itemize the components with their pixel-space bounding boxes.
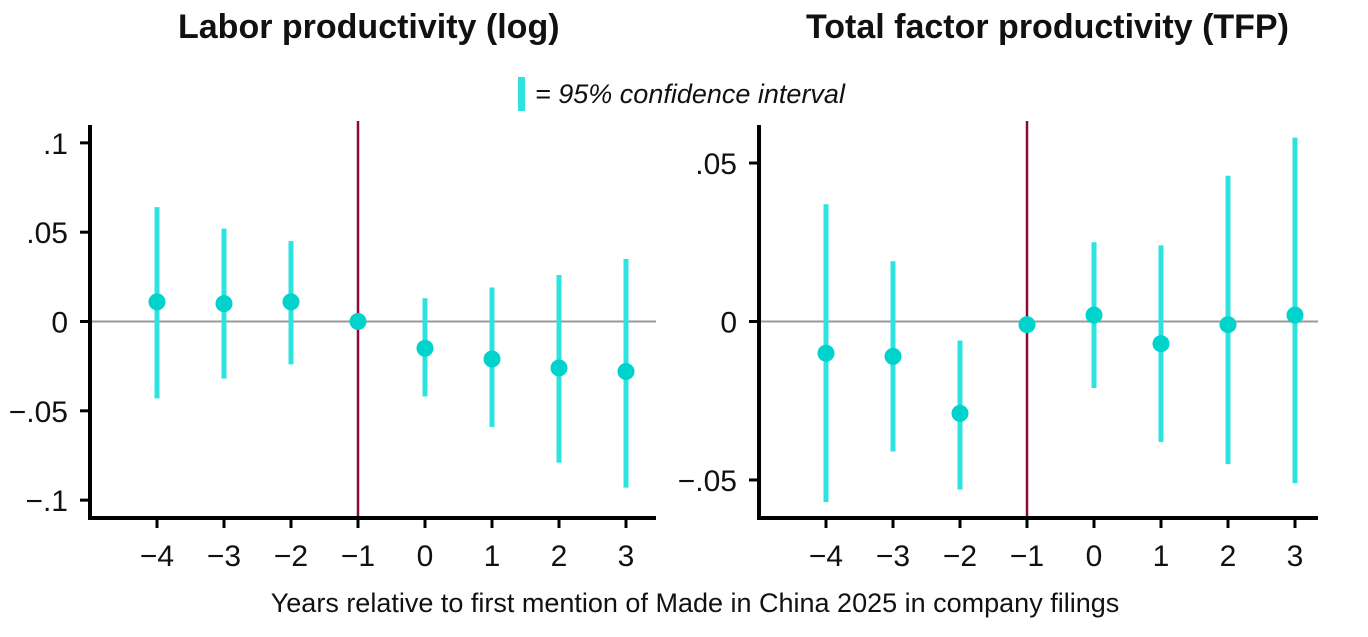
panel2-x-tick-label: 0	[1086, 540, 1103, 573]
panel2-point	[1152, 335, 1170, 353]
panel2-x-tick-label: 1	[1153, 540, 1170, 573]
panel2-point	[817, 344, 835, 362]
panel1-x-tick-label: −2	[274, 540, 308, 573]
panel2-x-tick-label: 2	[1220, 540, 1237, 573]
panel2-y-tick-label: −.05	[678, 465, 737, 498]
panel1-x-tick-label: 2	[551, 540, 568, 573]
panel1-x-tick-label: −4	[140, 540, 174, 573]
panel2-point	[1219, 316, 1237, 334]
chart-title-labor: Labor productivity (log)	[178, 8, 560, 46]
legend: = 95% confidence interval	[518, 76, 845, 112]
panel2-point	[1085, 306, 1103, 324]
panel1-point	[617, 363, 635, 381]
panel1-point	[416, 339, 434, 357]
chart-title-tfp: Total factor productivity (TFP)	[806, 8, 1289, 46]
legend-swatch	[518, 77, 525, 111]
panel1-x-tick-label: 0	[417, 540, 434, 573]
panel1-y-tick-label: .1	[43, 128, 68, 161]
legend-label: = 95% confidence interval	[535, 78, 845, 109]
panel1-point	[282, 293, 300, 311]
panel1-point	[349, 313, 367, 330]
panel1-x-tick-label: 3	[618, 540, 635, 573]
panel1-x-tick-label: 1	[484, 540, 501, 573]
panel1-y-tick-label: −.05	[9, 396, 68, 429]
panel2-point	[951, 404, 969, 422]
panel2-y-tick-label: 0	[720, 307, 737, 340]
panel1-point	[148, 293, 166, 311]
x-axis-label: Years relative to first mention of Made …	[270, 588, 1120, 618]
panel2-point	[884, 347, 902, 365]
panel2-point	[1018, 316, 1036, 334]
panel1-point	[483, 350, 501, 368]
panel1-y-tick-label: .05	[26, 217, 68, 250]
panel2-x-tick-label: −2	[943, 540, 977, 573]
panel1-x-tick-label: −1	[341, 540, 375, 573]
panel2-x-tick-label: −4	[809, 540, 843, 573]
panel1-x-tick-label: −3	[207, 540, 241, 573]
panel2-x-tick-label: −1	[1010, 540, 1044, 573]
panel1-point	[550, 359, 568, 377]
panel2-x-tick-label: −3	[876, 540, 910, 573]
panel2-point	[1286, 306, 1304, 324]
panel1-point	[215, 295, 233, 313]
panel2-x-tick-label: 3	[1287, 540, 1304, 573]
panel2-y-tick-label: .05	[695, 148, 737, 181]
panel1-y-tick-label: 0	[51, 307, 68, 340]
panel1-y-tick-label: −.1	[25, 485, 68, 518]
